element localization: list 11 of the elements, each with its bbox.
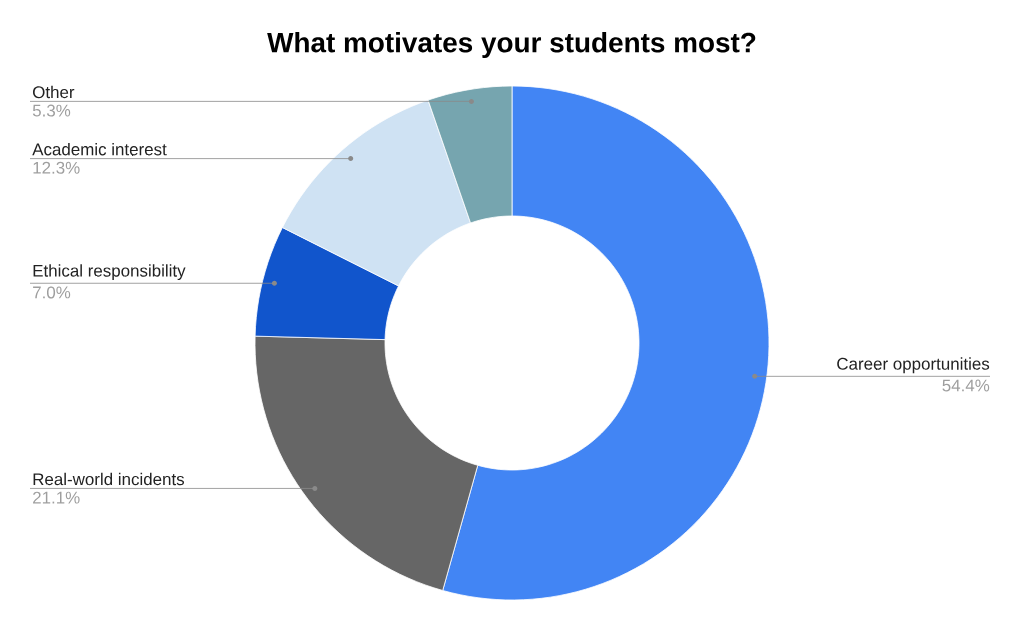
slice-label: Career opportunities [837,357,990,374]
chart-title: What motivates your students most? [267,32,756,58]
data-label: 12.3% [33,161,80,174]
data-label: 7.0% [33,286,71,299]
data-label: 5.3% [32,104,71,117]
slice-label: Real-world incidents [33,472,185,486]
slice-label: Ethical responsibility [33,264,186,281]
data-label: 54.4% [942,379,990,392]
data-label: 21.1% [33,491,80,504]
slice-label: Other [33,85,75,99]
slice-label: Academic interest [32,142,167,156]
